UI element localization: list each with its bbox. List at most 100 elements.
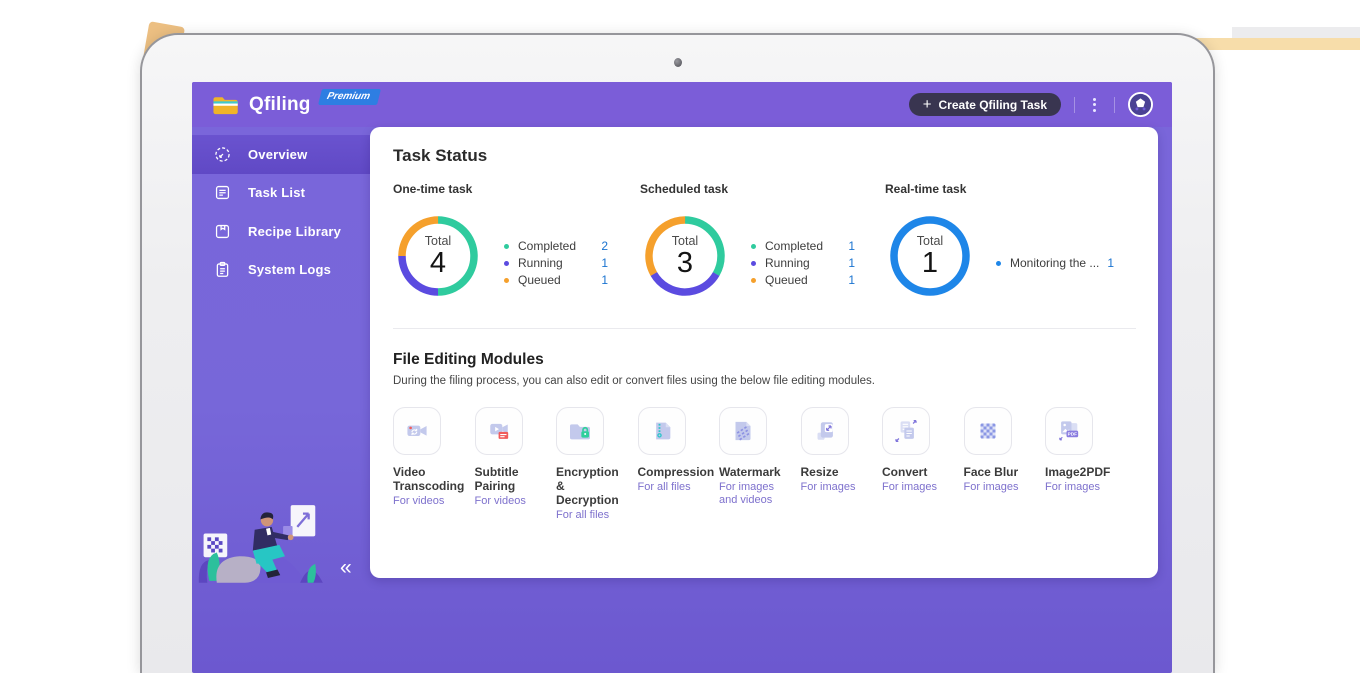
sidebar-item-system-logs[interactable]: System Logs bbox=[192, 251, 370, 290]
legend-dot bbox=[504, 243, 509, 249]
module-scope: For images bbox=[800, 481, 856, 494]
module-name: Resize bbox=[800, 465, 839, 479]
task-status-column: Scheduled task Total 3 Completed 1 Running 1 Qu… bbox=[640, 182, 885, 301]
sidebar-collapse-button[interactable]: « bbox=[340, 556, 352, 579]
legend-value: 1 bbox=[601, 273, 608, 287]
legend-row: Queued 1 bbox=[504, 273, 608, 287]
legend-label: Completed bbox=[765, 239, 824, 253]
module-resize[interactable]: Resize For images bbox=[800, 407, 872, 523]
legend-dot bbox=[751, 243, 756, 249]
section-divider bbox=[393, 328, 1136, 329]
donut-legend: Completed 1 Running 1 Queued 1 bbox=[751, 239, 855, 287]
legend-row: Queued 1 bbox=[751, 273, 855, 287]
plus-icon: + bbox=[922, 96, 932, 113]
module-scope: For all files bbox=[556, 509, 610, 522]
webcam-dot bbox=[673, 58, 682, 67]
module-name: Convert bbox=[882, 465, 928, 479]
video-transcoding-icon bbox=[393, 407, 441, 455]
file-editing-modules-section: File Editing Modules During the filing p… bbox=[393, 351, 1142, 523]
header-divider bbox=[1114, 96, 1115, 113]
legend-label: Queued bbox=[518, 273, 561, 287]
sidebar: Overview Task List Recipe Library System Lo… bbox=[192, 127, 370, 673]
recipe-library-icon bbox=[213, 222, 232, 241]
section-title: Task Status bbox=[393, 146, 488, 165]
module-scope: For images bbox=[963, 481, 1019, 494]
convert-icon bbox=[882, 407, 930, 455]
task-status-section: Task Status One-time task Total 4 Completed… bbox=[393, 146, 1136, 301]
module-scope: For all files bbox=[637, 481, 691, 494]
header-divider bbox=[1074, 96, 1075, 113]
donut-chart: Total 1 bbox=[885, 211, 975, 301]
sidebar-item-recipe-library[interactable]: Recipe Library bbox=[192, 212, 370, 251]
legend-label: Monitoring the ... bbox=[1010, 256, 1100, 270]
module-encryption-decryption[interactable]: Encryption & Decryption For all files bbox=[556, 407, 627, 523]
resize-icon bbox=[800, 407, 849, 455]
donut-legend: Monitoring the ... 1 bbox=[996, 256, 1115, 270]
svg-text:PDF: PDF bbox=[1068, 432, 1077, 437]
task-group-title: Real-time task bbox=[885, 182, 967, 196]
module-face-blur[interactable]: Face Blur For images bbox=[963, 407, 1035, 523]
system-logs-icon bbox=[213, 260, 232, 279]
legend-value: 1 bbox=[848, 239, 855, 253]
kebab-menu-icon[interactable] bbox=[1088, 95, 1101, 115]
donut-segment bbox=[398, 216, 478, 296]
donut-segment bbox=[645, 216, 725, 296]
legend-row: Completed 1 bbox=[751, 239, 855, 253]
legend-value: 1 bbox=[848, 256, 855, 270]
watermark-icon bbox=[719, 407, 767, 455]
encryption-decryption-icon bbox=[556, 407, 604, 455]
section-title: File Editing Modules bbox=[393, 351, 544, 368]
legend-dot bbox=[751, 260, 756, 266]
compression-icon bbox=[637, 407, 686, 455]
module-name: Compression bbox=[637, 465, 715, 479]
module-name: Video Transcoding bbox=[393, 465, 465, 494]
module-name: Face Blur bbox=[963, 465, 1019, 479]
task-group-title: Scheduled task bbox=[640, 182, 729, 196]
legend-row: Completed 2 bbox=[504, 239, 608, 253]
sidebar-item-label: Task List bbox=[248, 185, 306, 201]
sidebar-item-task-list[interactable]: Task List bbox=[192, 174, 370, 213]
app-header: Qfiling Premium + Create Qfiling Task bbox=[192, 82, 1172, 127]
create-task-label: Create Qfiling Task bbox=[938, 97, 1047, 112]
task-status-column: One-time task Total 4 Completed 2 Running 1 Que… bbox=[393, 182, 640, 301]
laptop-frame: Qfiling Premium + Create Qfiling Task bbox=[140, 33, 1215, 673]
sidebar-item-overview[interactable]: Overview bbox=[192, 135, 370, 174]
module-name: Watermark bbox=[719, 465, 781, 479]
task-status-column: Real-time task Total 1 Monitoring the ... 1 bbox=[885, 182, 1136, 301]
face-blur-icon bbox=[963, 407, 1012, 455]
sidebar-item-label: Overview bbox=[248, 146, 308, 162]
legend-label: Running bbox=[765, 256, 810, 270]
folder-logo-icon bbox=[212, 94, 239, 116]
legend-label: Completed bbox=[518, 239, 577, 253]
legend-dot bbox=[504, 260, 509, 266]
module-name: Encryption & Decryption bbox=[556, 465, 619, 508]
sidebar-item-label: System Logs bbox=[248, 262, 332, 278]
module-subtitle-pairing[interactable]: Subtitle Pairing For videos bbox=[474, 407, 546, 523]
user-avatar[interactable] bbox=[1128, 92, 1153, 117]
legend-row: Monitoring the ... 1 bbox=[996, 256, 1115, 270]
legend-value: 2 bbox=[601, 239, 608, 253]
module-convert[interactable]: Convert For images bbox=[882, 407, 953, 523]
module-scope: For videos bbox=[474, 495, 526, 508]
module-image2pdf[interactable]: PDF Image2PDF For images bbox=[1045, 407, 1116, 523]
image2pdf-icon: PDF bbox=[1045, 407, 1093, 455]
illustration bbox=[196, 495, 338, 591]
module-name: Image2PDF bbox=[1045, 465, 1111, 479]
module-scope: For images bbox=[1045, 481, 1101, 494]
legend-row: Running 1 bbox=[751, 256, 855, 270]
legend-value: 1 bbox=[1107, 256, 1115, 270]
legend-label: Running bbox=[518, 256, 563, 270]
module-video-transcoding[interactable]: Video Transcoding For videos bbox=[393, 407, 464, 523]
create-qfiling-task-button[interactable]: + Create Qfiling Task bbox=[908, 93, 1061, 116]
section-subtitle: During the filing process, you can also … bbox=[393, 375, 875, 387]
premium-badge: Premium bbox=[317, 88, 381, 105]
task-group-title: One-time task bbox=[393, 182, 473, 196]
background-accent-gray-bar bbox=[1232, 27, 1360, 39]
background-accent-tan-bar bbox=[1196, 38, 1360, 50]
donut-segment bbox=[890, 216, 970, 296]
app-logo: Qfiling Premium bbox=[212, 88, 381, 116]
gauge-icon bbox=[213, 145, 232, 164]
donut-chart: Total 4 bbox=[393, 211, 483, 301]
module-watermark[interactable]: Watermark For images and videos bbox=[719, 407, 790, 523]
module-compression[interactable]: Compression For all files bbox=[637, 407, 715, 523]
